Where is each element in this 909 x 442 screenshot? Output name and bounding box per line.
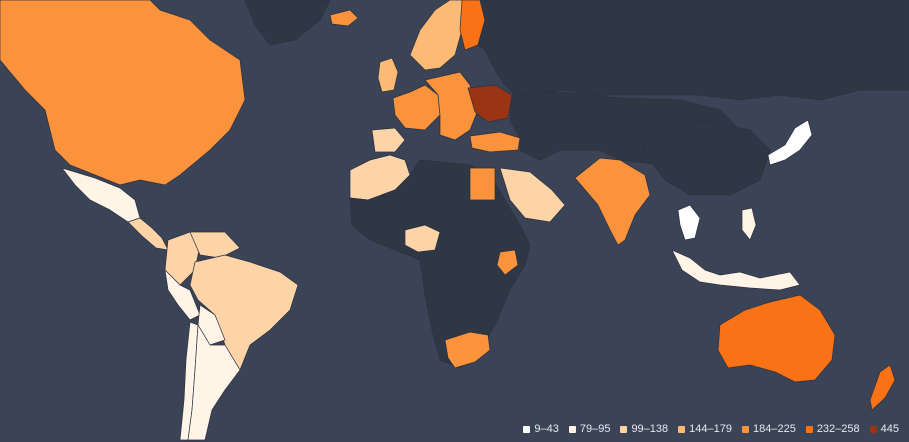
region-scandinavia[interactable]: [409, 0, 463, 71]
region-iceland[interactable]: [329, 9, 359, 27]
region-western-europe[interactable]: [392, 84, 441, 131]
region-new-zealand[interactable]: [869, 364, 896, 411]
region-japan[interactable]: [767, 119, 813, 166]
region-egypt[interactable]: [469, 167, 496, 201]
legend-item[interactable]: 79–95: [568, 423, 611, 435]
legend-item[interactable]: 99–138: [620, 423, 668, 435]
legend-label: 445: [880, 423, 899, 435]
region-india[interactable]: [574, 157, 651, 246]
region-philippines[interactable]: [741, 207, 757, 241]
region-venezuela[interactable]: [189, 231, 241, 259]
legend-swatch: [869, 425, 877, 433]
legend-swatch: [620, 425, 628, 433]
legend-item[interactable]: 232–258: [805, 423, 860, 435]
legend-label: 79–95: [579, 423, 611, 435]
region-australia[interactable]: [717, 294, 836, 383]
region-central-europe[interactable]: [424, 71, 479, 141]
region-china[interactable]: [639, 119, 771, 196]
region-north-america[interactable]: [0, 0, 246, 186]
legend-swatch: [678, 425, 686, 433]
region-nigeria[interactable]: [404, 224, 441, 253]
region-kenya[interactable]: [496, 249, 519, 276]
legend-label: 184–225: [752, 423, 796, 435]
legend-label: 232–258: [816, 423, 860, 435]
legend-swatch: [568, 425, 576, 433]
legend-label: 99–138: [631, 423, 669, 435]
region-thailand[interactable]: [677, 204, 701, 241]
legend-item[interactable]: 9–43: [523, 423, 559, 435]
legend-item[interactable]: 445: [869, 423, 899, 435]
region-peru[interactable]: [164, 269, 201, 321]
legend-item[interactable]: 144–179: [678, 423, 732, 435]
region-uk[interactable]: [377, 57, 399, 93]
region-ukraine[interactable]: [467, 84, 513, 123]
region-greenland[interactable]: [244, 0, 331, 46]
region-argentina[interactable]: [187, 324, 241, 441]
legend-item[interactable]: 184–225: [741, 423, 796, 435]
legend-swatch: [523, 425, 531, 433]
region-iberia[interactable]: [371, 127, 406, 153]
region-russia[interactable]: [477, 0, 909, 101]
region-south-africa[interactable]: [444, 331, 491, 369]
region-bolivia[interactable]: [197, 304, 226, 346]
legend-label: 144–179: [689, 423, 732, 435]
legend-swatch: [741, 425, 749, 433]
legend-label: 9–43: [534, 423, 559, 435]
region-turkey[interactable]: [469, 131, 521, 153]
region-brazil[interactable]: [189, 254, 299, 371]
region-indonesia[interactable]: [671, 249, 801, 291]
map-legend: 9–43 79–95 99–138 144–179 184–225 232–258 445: [523, 423, 899, 435]
region-saudi-arabia[interactable]: [499, 167, 566, 223]
region-central-america[interactable]: [127, 217, 169, 251]
legend-swatch: [805, 425, 813, 433]
region-africa[interactable]: [349, 159, 531, 369]
